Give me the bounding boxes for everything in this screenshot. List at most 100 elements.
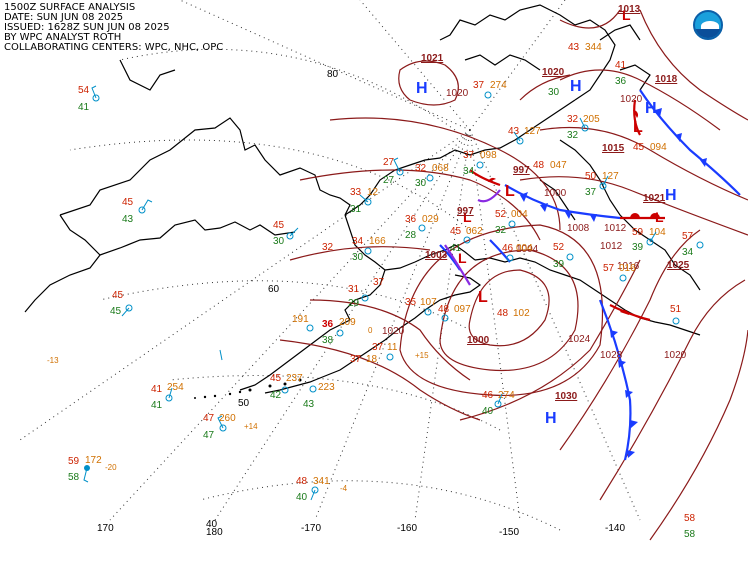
svg-text:191: 191 <box>292 314 309 325</box>
svg-text:12: 12 <box>367 187 379 198</box>
warm-front-bumps <box>488 110 660 315</box>
svg-text:38: 38 <box>322 335 334 346</box>
svg-text:30: 30 <box>415 178 427 189</box>
svg-text:047: 047 <box>550 160 567 171</box>
low-center-l: L <box>478 289 488 306</box>
svg-text:004: 004 <box>516 243 533 254</box>
svg-text:-150: -150 <box>499 527 519 538</box>
svg-text:45: 45 <box>450 226 462 237</box>
svg-text:166: 166 <box>369 236 386 247</box>
svg-text:237: 237 <box>286 373 303 384</box>
isobars <box>279 9 748 541</box>
wind-barbs <box>83 85 657 501</box>
svg-text:32: 32 <box>567 130 579 141</box>
station-model: 33 31 12 <box>350 187 379 215</box>
svg-text:50: 50 <box>585 171 597 182</box>
header-centers: COLLABORATING CENTERS: WPC, NHC, OPC <box>4 42 224 53</box>
svg-text:27: 27 <box>383 175 395 186</box>
svg-text:48: 48 <box>533 160 545 171</box>
svg-text:47: 47 <box>203 413 215 424</box>
low-center-l: L <box>458 250 467 266</box>
svg-text:59: 59 <box>68 456 80 467</box>
header-analyst: BY WPC ANALYST ROTH <box>4 32 122 43</box>
svg-text:170: 170 <box>97 523 114 534</box>
low-center-value: 1013 <box>618 4 641 15</box>
svg-text:172: 172 <box>85 455 102 466</box>
svg-text:42: 42 <box>270 390 282 401</box>
svg-text:50: 50 <box>238 398 250 409</box>
svg-text:1016: 1016 <box>617 261 640 272</box>
svg-text:209: 209 <box>339 317 356 328</box>
svg-text:32: 32 <box>495 225 507 236</box>
svg-text:28: 28 <box>405 230 417 241</box>
station-model: 37 <box>373 277 385 288</box>
low-center-value: 1000 <box>467 335 490 346</box>
station-model: 52 39 <box>553 242 574 270</box>
svg-text:062: 062 <box>466 226 483 237</box>
svg-text:41: 41 <box>78 102 90 113</box>
svg-text:1024: 1024 <box>568 334 591 345</box>
station-model: 191 <box>292 314 314 332</box>
station-model: 45 094 <box>633 142 667 153</box>
svg-text:39: 39 <box>553 259 565 270</box>
high-center-h: H <box>570 78 582 95</box>
svg-text:37: 37 <box>350 354 362 365</box>
svg-text:45: 45 <box>112 290 124 301</box>
low-center-l: L <box>505 183 515 200</box>
svg-text:-20: -20 <box>105 463 117 472</box>
station-model: 36 28 029 <box>405 214 439 241</box>
svg-text:40: 40 <box>482 406 494 417</box>
svg-text:45: 45 <box>273 220 285 231</box>
station-model: 35 107 <box>405 297 437 316</box>
high-center-h: H <box>665 187 677 204</box>
svg-text:80: 80 <box>327 69 339 80</box>
cold-front-triangles <box>520 108 707 458</box>
svg-text:029: 029 <box>422 214 439 225</box>
svg-text:36: 36 <box>405 214 417 225</box>
svg-text:51: 51 <box>670 304 682 315</box>
svg-text:274: 274 <box>490 80 507 91</box>
svg-text:098: 098 <box>480 150 497 161</box>
header-date: DATE: SUN JUN 08 2025 <box>4 12 124 23</box>
station-model: 32 32 205 <box>567 114 600 141</box>
svg-text:41: 41 <box>450 243 462 254</box>
svg-text:37: 37 <box>473 80 485 91</box>
svg-text:068: 068 <box>432 163 449 174</box>
svg-text:32: 32 <box>567 114 579 125</box>
svg-text:52: 52 <box>553 242 565 253</box>
station-model: 37 11 <box>372 342 398 361</box>
svg-text:1020: 1020 <box>446 88 469 99</box>
svg-text:107: 107 <box>420 297 437 308</box>
svg-text:32: 32 <box>415 163 427 174</box>
station-model: 54 41 <box>78 85 100 113</box>
svg-text:1008: 1008 <box>567 223 590 234</box>
svg-text:094: 094 <box>650 142 667 153</box>
svg-text:54: 54 <box>78 85 90 96</box>
cold-fronts <box>439 89 741 461</box>
station-model: 50 37 127 <box>585 171 619 198</box>
svg-text:104: 104 <box>649 227 666 238</box>
svg-text:+14: +14 <box>244 422 258 431</box>
svg-text:205: 205 <box>583 114 600 125</box>
svg-text:35: 35 <box>405 297 417 308</box>
station-model: 59 39 104 <box>632 227 666 253</box>
isobar-labels: 1020 1024 1028 1020 1012 1016 1008 1004 … <box>382 88 687 361</box>
svg-text:0: 0 <box>368 326 373 335</box>
svg-text:097: 097 <box>454 304 471 315</box>
high-center-value: 1020 <box>542 67 565 78</box>
svg-text:32: 32 <box>322 242 334 253</box>
svg-text:34: 34 <box>352 236 364 247</box>
station-model: 37 274 <box>473 80 507 99</box>
svg-text:37: 37 <box>463 150 475 161</box>
warm-fronts <box>469 99 665 322</box>
high-center-value: 1030 <box>555 391 578 402</box>
station-model: 37 34 098 <box>463 150 497 177</box>
station-model: 45 42 237 <box>270 373 303 401</box>
station-model: 48 40 341 <box>296 476 330 503</box>
